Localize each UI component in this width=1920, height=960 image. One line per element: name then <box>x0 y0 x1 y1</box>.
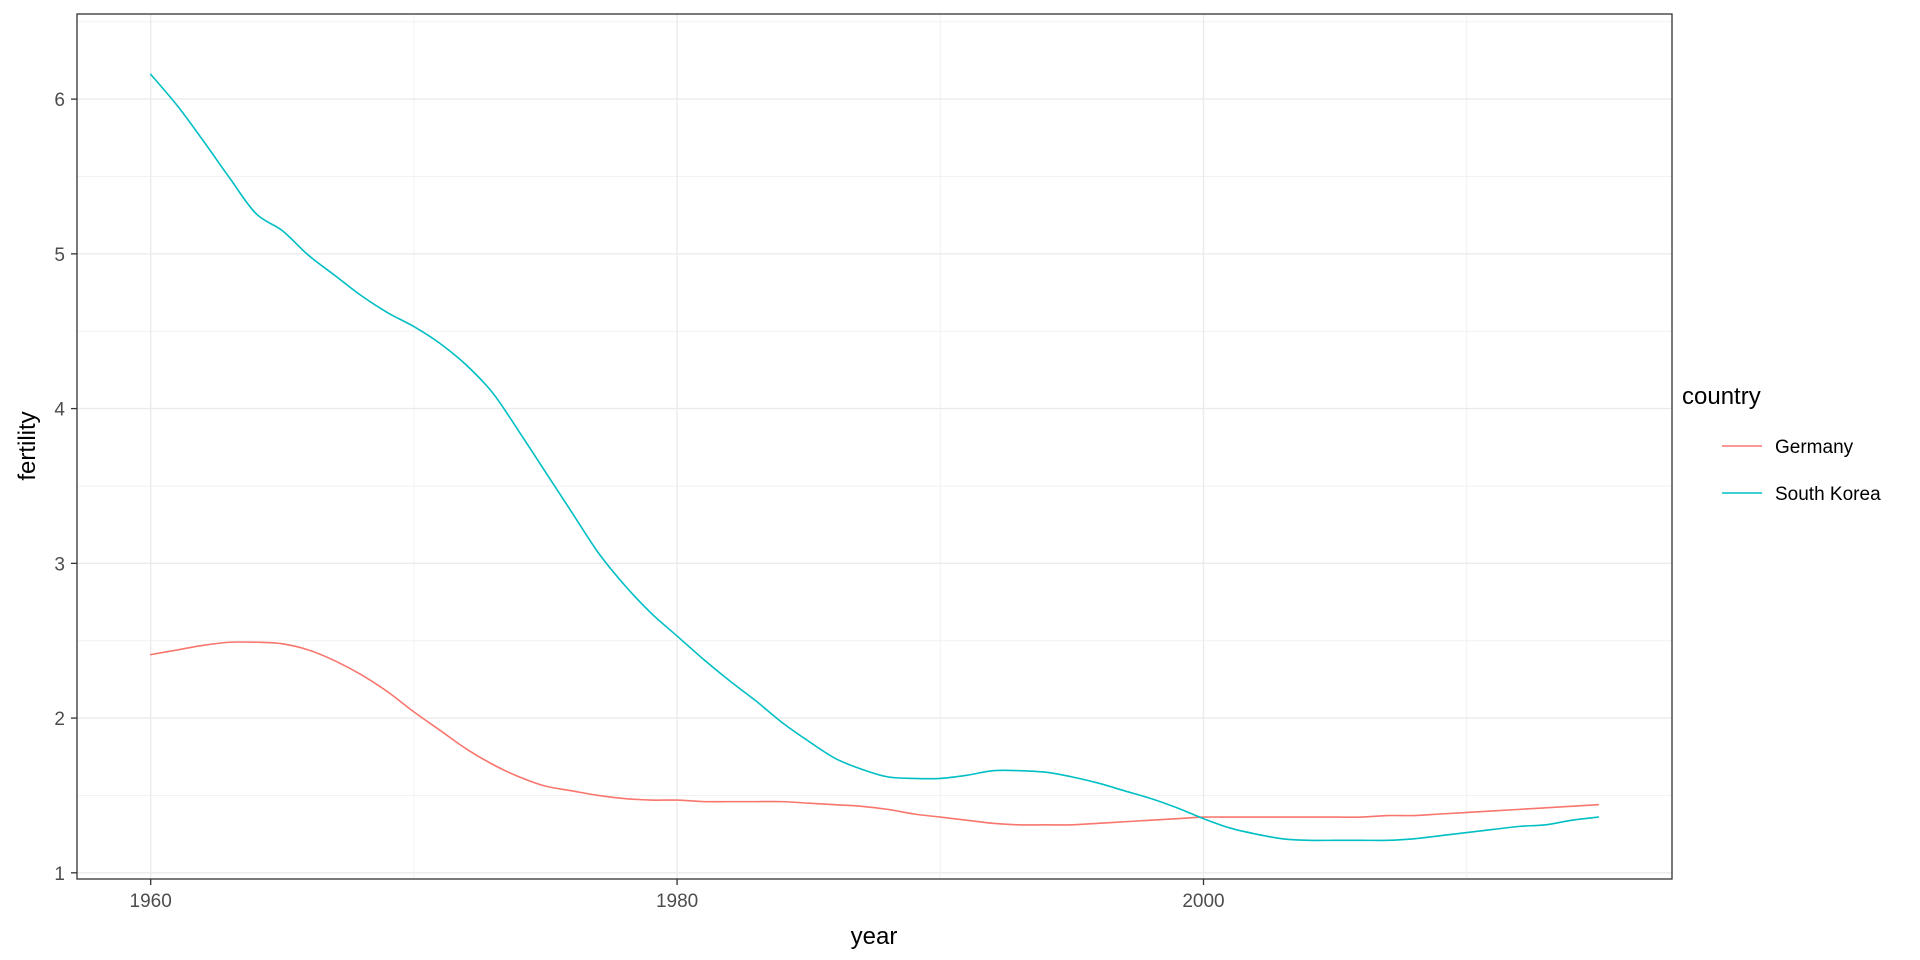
x-axis-title: year <box>851 923 898 950</box>
legend-label-germany: Germany <box>1775 437 1854 458</box>
y-tick-label: 1 <box>54 864 65 885</box>
axis-ticks <box>71 98 1205 885</box>
series-layer <box>149 73 1600 842</box>
x-tick-labels: 1960 1980 2000 <box>130 891 1225 912</box>
legend-keys: Germany South Korea <box>1722 437 1881 505</box>
y-tick-label: 4 <box>54 400 65 421</box>
plot-panel <box>77 14 1672 879</box>
y-tick-label: 3 <box>54 554 65 575</box>
y-axis-title: fertility <box>14 411 41 480</box>
y-tick-label: 6 <box>54 90 65 111</box>
legend-label-south-korea: South Korea <box>1775 484 1881 505</box>
legend: country Germany South Korea <box>1682 383 1881 505</box>
y-tick-label: 2 <box>54 709 65 730</box>
y-tick-label: 5 <box>54 245 65 266</box>
plot-border <box>76 13 1673 880</box>
x-tick-label: 2000 <box>1182 891 1224 912</box>
x-tick-label: 1980 <box>656 891 698 912</box>
series-line-germany <box>149 641 1600 826</box>
y-tick-labels: 1 2 3 4 5 6 <box>54 90 65 885</box>
grid-major <box>77 14 1672 879</box>
legend-title: country <box>1682 383 1761 410</box>
grid-minor <box>77 14 1672 879</box>
series-line-south-korea <box>149 73 1600 842</box>
x-tick-label: 1960 <box>130 891 172 912</box>
